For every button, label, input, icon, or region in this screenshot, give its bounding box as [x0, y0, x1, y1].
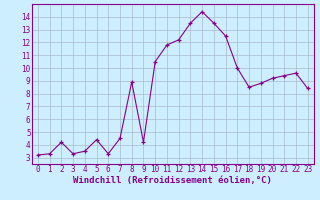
X-axis label: Windchill (Refroidissement éolien,°C): Windchill (Refroidissement éolien,°C): [73, 176, 272, 185]
